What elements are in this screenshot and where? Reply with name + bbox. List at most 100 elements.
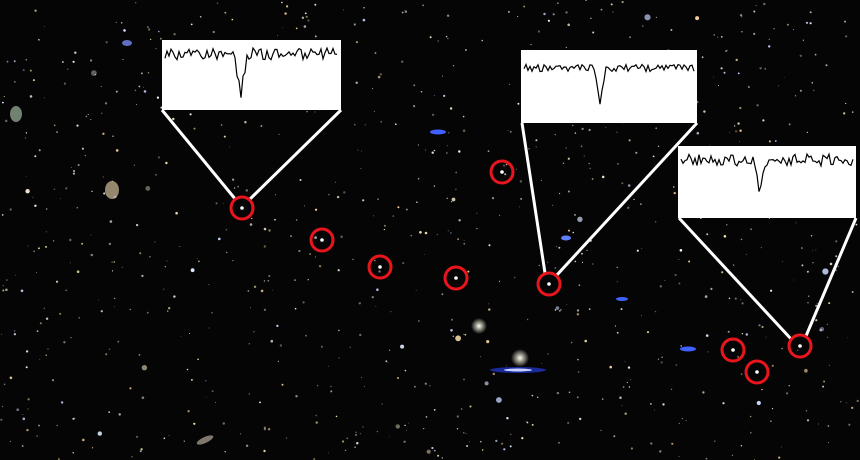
star xyxy=(462,115,465,118)
star xyxy=(353,23,356,26)
star xyxy=(727,330,730,333)
star xyxy=(600,8,603,11)
star xyxy=(59,312,62,315)
star xyxy=(451,197,456,202)
star xyxy=(433,94,435,97)
star xyxy=(278,133,280,135)
star xyxy=(320,345,323,348)
star xyxy=(275,194,276,196)
star xyxy=(844,20,846,23)
star xyxy=(21,445,24,447)
star xyxy=(446,152,448,154)
star xyxy=(251,217,253,220)
star xyxy=(38,39,40,41)
star xyxy=(338,357,340,359)
star xyxy=(91,447,94,449)
star xyxy=(139,450,142,453)
star xyxy=(25,132,28,134)
star xyxy=(303,25,307,28)
star xyxy=(455,188,457,190)
star xyxy=(808,295,810,297)
star xyxy=(136,103,138,105)
star xyxy=(344,449,347,452)
star xyxy=(397,206,400,209)
spectrum-panel xyxy=(162,40,341,110)
star xyxy=(616,281,618,283)
star xyxy=(25,350,29,353)
star xyxy=(678,456,680,457)
star xyxy=(76,124,79,127)
star xyxy=(45,317,49,320)
star xyxy=(85,115,88,118)
star xyxy=(788,385,790,387)
star xyxy=(87,114,89,115)
star xyxy=(400,344,405,349)
star xyxy=(180,336,182,337)
star xyxy=(9,440,11,442)
star xyxy=(705,334,709,337)
edge-on-galaxy-core xyxy=(504,368,532,372)
star xyxy=(480,441,482,443)
star xyxy=(827,425,830,427)
star xyxy=(133,164,135,166)
star xyxy=(401,11,404,14)
star xyxy=(305,334,307,337)
star xyxy=(657,358,660,360)
star xyxy=(835,255,838,258)
star xyxy=(437,454,440,457)
star xyxy=(343,191,346,194)
star xyxy=(155,174,157,176)
star xyxy=(567,23,570,27)
star xyxy=(764,68,766,70)
star xyxy=(290,235,293,238)
star xyxy=(248,343,250,345)
star xyxy=(376,430,379,433)
star xyxy=(98,299,99,301)
star xyxy=(592,31,595,34)
star xyxy=(20,289,24,293)
star xyxy=(664,280,666,281)
star xyxy=(267,428,271,431)
star xyxy=(25,366,28,369)
star xyxy=(488,308,491,311)
star xyxy=(717,36,719,38)
star xyxy=(149,38,152,41)
star xyxy=(141,365,148,371)
galaxy xyxy=(10,106,22,122)
star xyxy=(624,360,626,362)
star xyxy=(635,151,638,154)
star xyxy=(450,201,453,203)
star xyxy=(372,87,373,89)
star xyxy=(843,112,846,115)
star xyxy=(771,364,774,367)
star xyxy=(855,223,858,226)
star xyxy=(32,196,34,198)
star xyxy=(355,41,358,44)
star xyxy=(447,132,450,134)
star xyxy=(469,405,472,408)
star xyxy=(349,346,351,348)
star xyxy=(709,144,711,146)
star xyxy=(129,387,132,390)
star xyxy=(659,285,662,288)
star xyxy=(630,379,632,381)
star xyxy=(90,253,94,257)
star xyxy=(69,262,71,264)
star xyxy=(465,49,467,51)
star xyxy=(143,86,145,88)
star xyxy=(196,258,198,260)
star xyxy=(451,318,453,321)
star xyxy=(720,36,723,38)
star xyxy=(740,238,743,241)
star xyxy=(140,448,143,451)
star xyxy=(735,58,738,62)
callout-lines xyxy=(160,108,858,342)
star xyxy=(268,229,271,232)
star xyxy=(541,363,543,364)
star xyxy=(447,230,449,232)
star xyxy=(270,339,274,343)
star xyxy=(229,146,231,148)
star xyxy=(55,280,59,283)
star xyxy=(105,41,108,44)
star xyxy=(481,39,484,42)
